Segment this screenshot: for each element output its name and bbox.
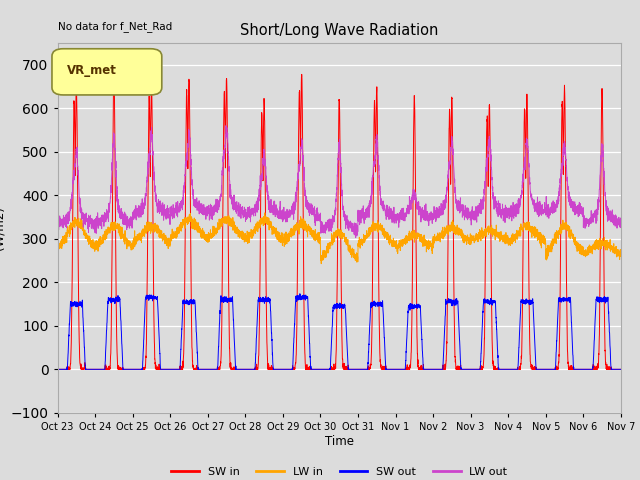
LW in <box>54 244 61 250</box>
Text: No data for f_Net_Rad: No data for f_Net_Rad <box>58 21 172 32</box>
LW in <box>155 226 163 231</box>
LW out <box>222 123 230 129</box>
X-axis label: Time: Time <box>324 434 354 448</box>
Text: VR_met: VR_met <box>67 64 116 77</box>
SW out <box>155 327 163 333</box>
SW in <box>616 366 624 372</box>
LW in <box>317 261 325 266</box>
FancyBboxPatch shape <box>52 49 162 95</box>
Line: LW in: LW in <box>58 213 621 264</box>
SW in <box>466 366 474 372</box>
LW in <box>319 257 326 263</box>
LW out <box>54 225 61 230</box>
Y-axis label: (W/m2): (W/m2) <box>0 206 5 250</box>
LW in <box>261 210 269 216</box>
LW in <box>616 249 624 254</box>
SW out <box>498 366 506 372</box>
SW out <box>616 366 624 372</box>
SW in <box>319 366 326 372</box>
Line: LW out: LW out <box>58 126 621 238</box>
Legend: SW in, LW in, SW out, LW out: SW in, LW in, SW out, LW out <box>166 462 512 480</box>
LW out <box>319 227 326 232</box>
LW out <box>466 213 474 218</box>
SW out <box>319 366 326 372</box>
SW in <box>617 366 625 372</box>
LW out <box>155 203 163 208</box>
LW in <box>435 234 442 240</box>
LW out <box>617 221 625 227</box>
LW out <box>435 212 442 217</box>
LW in <box>466 237 474 242</box>
LW out <box>498 207 506 213</box>
SW in <box>435 366 442 372</box>
Line: SW in: SW in <box>58 68 621 369</box>
SW in <box>63 366 71 372</box>
SW in <box>498 366 506 372</box>
LW in <box>617 247 625 253</box>
SW out <box>466 366 474 372</box>
SW out <box>296 291 304 297</box>
SW out <box>54 366 61 372</box>
SW in <box>156 361 163 367</box>
LW out <box>616 223 624 228</box>
SW out <box>617 366 625 372</box>
Title: Short/Long Wave Radiation: Short/Long Wave Radiation <box>240 23 438 38</box>
LW in <box>498 232 506 238</box>
Line: SW out: SW out <box>58 294 621 369</box>
SW out <box>435 366 442 372</box>
SW in <box>110 65 118 71</box>
LW out <box>352 235 360 240</box>
SW in <box>54 366 61 372</box>
